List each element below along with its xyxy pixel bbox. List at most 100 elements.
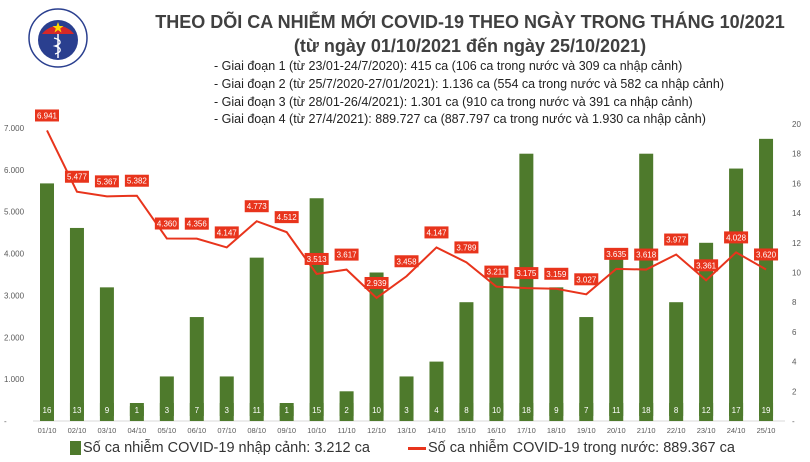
- bar-data-label: 7: [584, 406, 589, 415]
- x-tick-label: 12/10: [367, 426, 386, 435]
- bar-label-box: [759, 403, 774, 416]
- bar: [459, 302, 474, 421]
- line-label-box: [154, 217, 179, 230]
- line-label-box: [634, 248, 659, 261]
- line-label-box: [94, 175, 119, 188]
- bar-data-label: 4: [434, 406, 439, 415]
- bar-data-label: 8: [464, 406, 469, 415]
- bar-data-label: 18: [642, 406, 651, 415]
- bar: [729, 168, 744, 421]
- ministry-of-health-logo: [28, 8, 88, 68]
- line-data-label: 4.773: [247, 202, 268, 211]
- bar-label-box: [489, 403, 504, 416]
- line-data-label: 3.977: [666, 236, 687, 245]
- x-tick-label: 22/10: [667, 426, 686, 435]
- bar-label-box: [429, 403, 444, 416]
- bar-label-box: [609, 403, 624, 416]
- bar-label-box: [369, 403, 384, 416]
- bar-data-label: 1: [135, 406, 140, 415]
- bar-data-label: 8: [674, 406, 679, 415]
- right-axis-tick: -: [792, 417, 795, 426]
- legend-imported: Số ca nhiễm COVID-19 nhập cảnh: 3.212 ca: [70, 440, 370, 456]
- right-axis-tick: 2: [792, 387, 797, 396]
- bar-label-box: [189, 403, 204, 416]
- legend-imported-label: Số ca nhiễm COVID-19 nhập cảnh: 3.212 ca: [83, 440, 370, 456]
- legend-domestic-label: Số ca nhiễm COVID-19 trong nước: 889.367…: [428, 440, 735, 456]
- legend-line-swatch: [408, 446, 426, 450]
- line-data-label: 3.361: [696, 261, 717, 270]
- line-label-box: [514, 267, 539, 280]
- bar: [309, 198, 324, 421]
- bar: [579, 317, 594, 421]
- bar-label-box: [459, 403, 474, 416]
- line-label-box: [334, 248, 359, 261]
- line-data-label: 3.635: [606, 250, 627, 259]
- x-tick-label: 05/10: [157, 426, 176, 435]
- left-axis-tick: 2.000: [4, 333, 25, 342]
- x-tick-label: 20/10: [607, 426, 626, 435]
- bar-data-label: 9: [554, 406, 559, 415]
- bar-label-box: [699, 403, 714, 416]
- line-data-label: 5.477: [67, 173, 88, 182]
- right-axis-tick: 4: [792, 358, 797, 367]
- bar: [369, 272, 384, 421]
- x-tick-label: 09/10: [277, 426, 296, 435]
- left-axis-tick: 6.000: [4, 166, 25, 175]
- bar: [699, 242, 714, 421]
- line-data-label: 2.939: [367, 279, 388, 288]
- line-data-label: 3.159: [546, 270, 567, 279]
- bar-label-box: [40, 403, 54, 416]
- left-axis-tick: 5.000: [4, 208, 25, 217]
- line-data-label: 3.617: [337, 251, 358, 260]
- bar-data-label: 18: [522, 406, 531, 415]
- right-axis-tick: 14: [792, 209, 801, 218]
- bar-data-label: 15: [312, 406, 321, 415]
- line-data-label: 4.356: [187, 220, 208, 229]
- bar: [759, 138, 774, 421]
- bar-data-label: 11: [612, 406, 621, 415]
- x-tick-label: 10/10: [307, 426, 326, 435]
- right-axis-tick: 6: [792, 328, 797, 337]
- bar-label-box: [129, 403, 144, 416]
- line-label-box: [64, 170, 89, 183]
- bar-data-label: 13: [73, 406, 82, 415]
- x-tick-label: 04/10: [127, 426, 146, 435]
- chart-subtitle: (từ ngày 01/10/2021 đến ngày 25/10/2021): [293, 36, 647, 56]
- line-label-box: [244, 200, 269, 213]
- x-tick-label: 15/10: [457, 426, 476, 435]
- bar-data-label: 10: [492, 406, 501, 415]
- bar-label-box: [519, 403, 534, 416]
- line-label-box: [394, 255, 419, 268]
- line-label-box: [424, 226, 449, 239]
- plot-area: - 1.000 2.000 3.000 4.000 5.000 6.000 7.000 - 2 4 6…: [4, 109, 801, 435]
- bar: [549, 287, 564, 421]
- bar-label-box: [279, 403, 294, 416]
- bar-data-label: 11: [253, 406, 262, 415]
- bar-label-box: [249, 403, 264, 416]
- right-axis-tick: 16: [792, 179, 801, 188]
- line-data-label: 5.367: [97, 177, 118, 186]
- phase-2-text: - Giai đoạn 2 (từ 25/7/2020-27/01/2021):…: [214, 77, 724, 91]
- line-data-label: 3.027: [576, 275, 597, 284]
- bar-label-box: [579, 403, 594, 416]
- x-tick-label: 24/10: [727, 426, 746, 435]
- x-tick-label: 19/10: [577, 426, 596, 435]
- bar-data-label: 17: [732, 406, 741, 415]
- bar-label-box: [339, 403, 354, 416]
- line-data-label: 4.147: [426, 228, 447, 237]
- x-tick-label: 23/10: [697, 426, 716, 435]
- bar-data-label: 3: [225, 406, 230, 415]
- line-label-box: [604, 247, 629, 260]
- x-tick-label: 18/10: [547, 426, 566, 435]
- bar-data-label: 10: [372, 406, 381, 415]
- line-data-label: 3.513: [307, 255, 328, 264]
- x-tick-label: 25/10: [757, 426, 776, 435]
- bar-label-box: [309, 403, 324, 416]
- bar: [669, 302, 684, 421]
- line-data-label: 3.618: [636, 251, 657, 260]
- line-data-label: 4.512: [277, 213, 298, 222]
- bar: [639, 153, 654, 421]
- bar-data-label: 9: [105, 406, 110, 415]
- line-data-label: 3.458: [397, 257, 418, 266]
